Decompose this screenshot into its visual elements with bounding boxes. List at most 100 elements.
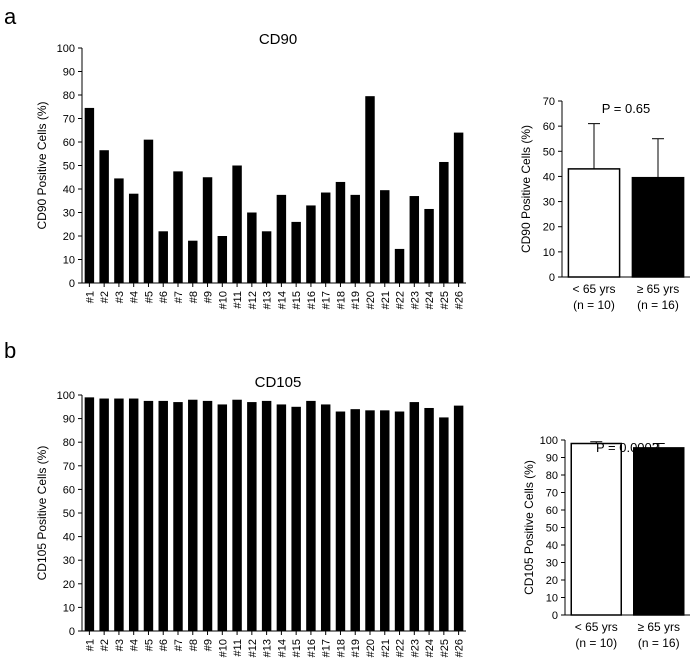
bar	[320, 404, 331, 631]
x-tick-label: #9	[203, 291, 215, 303]
bar	[232, 399, 242, 631]
y-tick-label: 50	[546, 523, 558, 535]
y-tick-label: 0	[552, 610, 558, 622]
bar	[453, 132, 464, 283]
bar	[409, 196, 420, 283]
y-tick-label: 80	[63, 90, 75, 102]
panel-letter-a: a	[4, 4, 17, 29]
panel-letter-b: b	[4, 338, 16, 363]
y-tick-label: 10	[63, 602, 75, 614]
x-tick-label: #21	[380, 291, 392, 309]
y-axis-label: CD105 Positive Cells (%)	[35, 446, 49, 581]
y-tick-label: 0	[69, 278, 75, 290]
y-axis-label: CD105 Positive Cells (%)	[522, 460, 536, 595]
x-tick-label: #19	[350, 291, 362, 309]
y-tick-label: 50	[543, 146, 555, 158]
bar	[247, 212, 257, 283]
bar	[99, 150, 109, 283]
y-tick-label: 40	[63, 184, 75, 196]
x-tick-label: #20	[365, 291, 377, 309]
bar	[424, 208, 434, 283]
x-tick-label: #1	[84, 291, 96, 303]
bar	[261, 400, 272, 631]
bar	[114, 398, 124, 631]
x-tick-label: #18	[335, 639, 347, 657]
x-tick-label: #5	[143, 639, 155, 651]
y-tick-label: 100	[57, 43, 75, 55]
x-tick-label: #5	[143, 291, 155, 303]
x-tick-label: #15	[291, 291, 303, 309]
y-tick-label: 70	[546, 488, 558, 500]
bar	[114, 178, 124, 283]
bar	[128, 193, 139, 283]
bar	[567, 168, 621, 278]
y-tick-label: 10	[63, 255, 75, 267]
y-tick-label: 10	[546, 593, 558, 605]
x-tick-label: #17	[321, 291, 333, 309]
x-tick-label: #22	[395, 639, 407, 657]
bar	[633, 447, 685, 616]
x-tick-label: #19	[350, 639, 362, 657]
x-tick-label: #26	[454, 291, 466, 309]
x-tick-label: #14	[276, 291, 288, 309]
bar	[365, 410, 375, 631]
bar	[84, 107, 95, 283]
x-tick-label: #8	[188, 291, 200, 303]
y-tick-label: 80	[546, 470, 558, 482]
x-tick-label: #16	[306, 639, 318, 657]
x-tick-label: #12	[247, 639, 259, 657]
x-tick-label: #9	[203, 639, 215, 651]
y-tick-label: 70	[63, 114, 75, 126]
cd105-summary-chart: 0 10 20 30 40 50 60 70 80 90 100 CD105 Positive Cel…	[522, 435, 690, 650]
y-tick-label: 90	[63, 67, 75, 79]
x-tick-label: #23	[409, 291, 421, 309]
p-value-annotation: P = 0.0002	[596, 440, 659, 455]
x-tick-label: #24	[424, 291, 436, 309]
bar	[173, 402, 183, 631]
x-category-label: ≥ 65 yrs	[637, 620, 680, 634]
x-tick-label: #23	[409, 639, 421, 657]
bar	[158, 231, 168, 283]
y-tick-label: 20	[543, 222, 555, 234]
bar	[380, 410, 390, 631]
y-tick-label: 30	[63, 208, 75, 220]
bar	[631, 176, 685, 278]
bar	[350, 409, 360, 631]
y-tick-label: 50	[63, 508, 75, 520]
x-tick-label: #7	[173, 291, 185, 303]
y-tick-label: 20	[63, 231, 75, 243]
y-tick-label: 40	[543, 171, 555, 183]
cd105-bar-chart: 0 10 20 30 40 50 60 70 80 90 100 CD105 Positive Cel…	[35, 390, 466, 657]
x-tick-label: #18	[335, 291, 347, 309]
x-tick-label: #6	[158, 639, 170, 651]
x-tick-label: #7	[173, 639, 185, 651]
bar	[335, 411, 346, 631]
x-tick-label: #4	[129, 291, 141, 303]
bar	[320, 192, 331, 283]
x-tick-label: #10	[217, 291, 229, 309]
y-axis-label: CD90 Positive Cells (%)	[519, 125, 533, 253]
cd90-summary-chart: 0 10 20 30 40 50 60 70 CD90 Positive Cells (%) < …	[519, 96, 690, 312]
x-tick-label: #13	[262, 639, 274, 657]
x-tick-label: #6	[158, 291, 170, 303]
x-tick-label: #25	[439, 639, 451, 657]
bar	[276, 194, 287, 283]
y-tick-label: 60	[63, 137, 75, 149]
chart-title-cd105: CD105	[255, 374, 302, 391]
y-tick-label: 70	[63, 461, 75, 473]
y-tick-label: 60	[546, 505, 558, 517]
x-tick-label: #4	[129, 639, 141, 651]
y-tick-label: 100	[57, 390, 75, 402]
bar	[202, 177, 213, 283]
bar	[365, 96, 375, 283]
x-category-count: (n = 10)	[575, 636, 617, 650]
y-tick-label: 50	[63, 161, 75, 173]
y-tick-label: 80	[63, 437, 75, 449]
bar	[291, 406, 301, 631]
y-tick-label: 100	[540, 435, 558, 447]
x-tick-label: #25	[439, 291, 451, 309]
x-tick-label: #3	[114, 639, 126, 651]
x-tick-label: #26	[454, 639, 466, 657]
